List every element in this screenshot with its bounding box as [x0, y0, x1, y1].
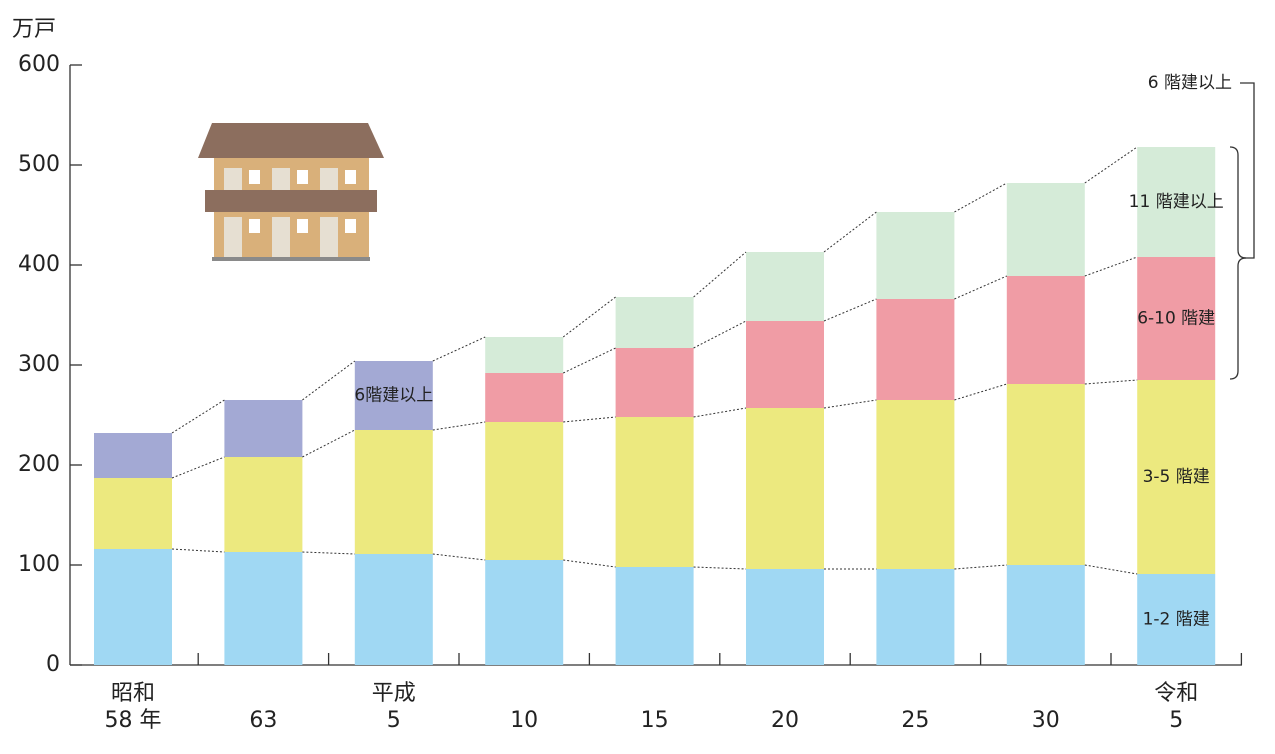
connector — [562, 296, 616, 338]
y-tick-label: 300 — [18, 352, 60, 377]
connector — [562, 347, 616, 374]
connector — [693, 320, 747, 349]
bar-segment — [354, 430, 433, 554]
bar-segment — [224, 552, 303, 665]
connector — [1084, 379, 1138, 385]
connector — [823, 211, 877, 253]
bar-segment — [1006, 565, 1085, 665]
legend-label: 1-2 階建 — [1143, 610, 1210, 630]
legend-label: 11 階建以上 — [1129, 192, 1224, 212]
connector — [823, 399, 877, 409]
bar-segment — [876, 569, 955, 665]
bracket — [1229, 146, 1247, 380]
connector — [302, 429, 356, 458]
x-tick-label: 平成 — [372, 681, 416, 706]
connector — [954, 383, 1007, 401]
connector — [823, 298, 877, 322]
bar-segment — [876, 400, 955, 569]
connector — [302, 360, 356, 401]
bar-segment — [615, 567, 694, 665]
bar-segment — [615, 297, 694, 348]
x-tick-label: 10 — [510, 708, 538, 733]
x-tick-label: 25 — [901, 708, 929, 733]
bar-segment — [746, 408, 824, 569]
x-tick-label: 58 年 — [105, 708, 162, 733]
bar-segment — [1137, 257, 1216, 380]
x-tick-label: 15 — [641, 708, 669, 733]
bar-segment — [1137, 574, 1216, 665]
bracket-connector — [1240, 82, 1255, 259]
connector — [693, 407, 747, 418]
y-tick-label: 200 — [18, 452, 60, 477]
legend-label: 3-5 階建 — [1143, 467, 1210, 487]
x-tick-label: 63 — [249, 708, 277, 733]
bar-segment — [876, 299, 955, 400]
bar-segment — [485, 373, 564, 422]
bar-segment — [1006, 183, 1085, 276]
bar-segment — [224, 400, 303, 457]
bar-segment — [94, 549, 172, 665]
connector — [1084, 564, 1138, 575]
y-tick-label: 600 — [18, 52, 60, 77]
bar-segment — [1137, 147, 1216, 257]
connector — [302, 551, 355, 555]
bar-segment — [485, 560, 564, 665]
bracket-label: 6 階建以上 — [1148, 73, 1232, 93]
x-tick-label: 30 — [1032, 708, 1060, 733]
bar-segment — [224, 457, 303, 552]
legend-label: 6階建以上 — [354, 386, 433, 406]
connector — [171, 399, 225, 434]
bar-segment — [94, 433, 172, 478]
connector — [693, 566, 747, 570]
bar-segment — [746, 569, 824, 665]
connector — [954, 564, 1007, 570]
bar-segment — [1137, 380, 1216, 574]
x-tick-label: 昭和 — [111, 681, 155, 706]
connector — [432, 553, 486, 561]
bar-segment — [746, 252, 824, 321]
bar-segment — [615, 348, 694, 417]
bar-segment — [876, 212, 955, 299]
x-tick-label: 20 — [771, 708, 799, 733]
y-tick-label: 400 — [18, 252, 60, 277]
x-tick-label: 5 — [387, 708, 401, 733]
connector — [954, 275, 1008, 300]
bar-segment — [1006, 276, 1085, 384]
bar-segment — [485, 422, 564, 560]
bar-segment — [94, 478, 172, 549]
y-tick-label: 500 — [18, 152, 60, 177]
bar-segment — [615, 417, 694, 567]
y-tick-label: 100 — [18, 552, 60, 577]
connector — [693, 251, 747, 298]
connector — [563, 559, 616, 568]
bar-segment — [1006, 384, 1085, 565]
connector — [954, 182, 1008, 213]
house-icon — [198, 123, 384, 261]
connector — [1084, 146, 1138, 184]
connector — [171, 456, 225, 479]
connector — [563, 416, 616, 423]
bar-segment — [746, 321, 824, 408]
y-tick-label: 0 — [46, 652, 60, 677]
connector — [432, 421, 486, 431]
connector — [1084, 256, 1138, 277]
bar-segment — [354, 554, 433, 665]
bar-segment — [354, 361, 433, 430]
legend-label: 6-10 階建 — [1137, 309, 1215, 329]
y-axis-label: 万戸 — [12, 17, 56, 42]
bar-segment — [485, 337, 564, 373]
connector — [432, 336, 486, 362]
x-tick-label: 5 — [1169, 708, 1183, 733]
connector — [171, 548, 225, 553]
x-tick-label: 令和 — [1154, 681, 1198, 706]
